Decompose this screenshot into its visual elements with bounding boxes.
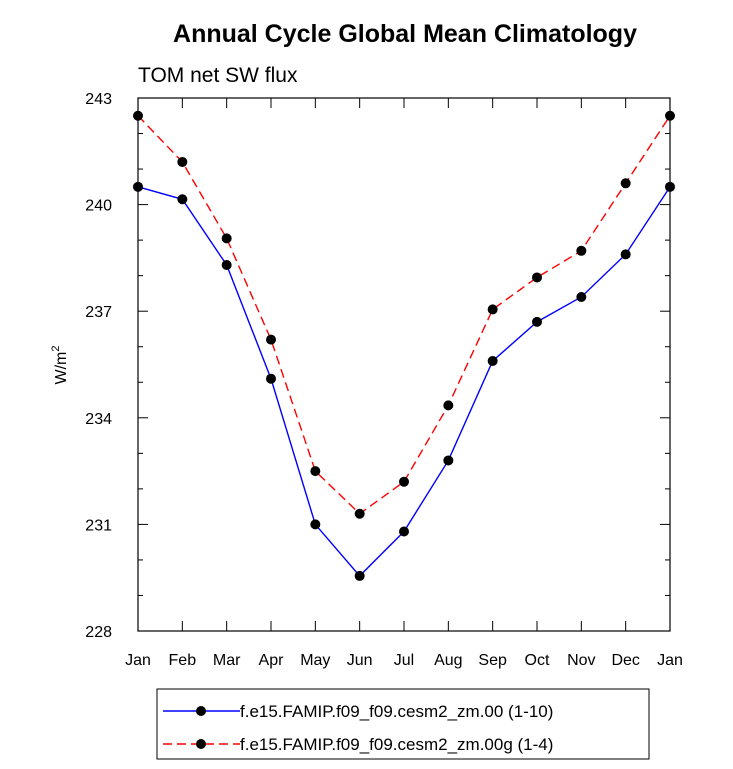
x-tick-label: Mar <box>213 652 241 669</box>
y-tick-label: 228 <box>85 624 112 641</box>
legend-label-1: f.e15.FAMIP.f09_f09.cesm2_zm.00 (1-10) <box>240 702 553 721</box>
data-point <box>133 181 143 192</box>
data-point <box>399 476 409 487</box>
data-point <box>310 466 321 477</box>
y-tick-label: 237 <box>85 304 112 321</box>
legend: f.e15.FAMIP.f09_f09.cesm2_zm.00 (1-10) f… <box>156 688 650 760</box>
data-point <box>576 291 587 302</box>
data-point <box>133 110 143 121</box>
x-tick-label: Aug <box>434 652 462 669</box>
y-tick-label: 234 <box>85 411 112 428</box>
x-tick-label: Jan <box>657 652 683 669</box>
data-point <box>177 156 188 167</box>
data-point <box>487 355 498 366</box>
x-tick-label: Feb <box>169 652 197 669</box>
svg-text:W/m2: W/m2 <box>50 346 70 385</box>
x-tick-label: Apr <box>259 652 285 669</box>
data-point <box>532 272 542 283</box>
y-tick-label: 243 <box>85 91 112 108</box>
chart-title: Annual Cycle Global Mean Climatology <box>173 20 637 48</box>
series-line-2 <box>137 115 671 515</box>
data-point <box>487 304 498 315</box>
data-point <box>620 249 631 260</box>
data-point <box>221 233 232 244</box>
legend-box <box>156 688 650 760</box>
data-point <box>266 373 276 384</box>
y-tick-label: 240 <box>85 198 112 215</box>
legend-label-2: f.e15.FAMIP.f09_f09.cesm2_zm.00g (1-4) <box>240 735 553 754</box>
data-point <box>443 455 454 466</box>
plot-frame <box>137 97 671 632</box>
data-point <box>266 334 276 345</box>
plot-area: Jan Feb Mar Apr May Jun Jul Aug Sep Oct Nov Dec Jan 2… <box>85 91 683 669</box>
x-tick-label: Jul <box>394 652 414 669</box>
data-point <box>532 316 542 327</box>
data-point <box>620 178 631 189</box>
data-point <box>177 194 188 205</box>
chart-subtitle: TOM net SW flux <box>138 64 298 87</box>
legend-marker-1 <box>196 706 206 716</box>
data-point <box>221 260 232 271</box>
y-axis-label: W/m2 <box>50 346 70 385</box>
x-tick-label: Jan <box>125 652 151 669</box>
x-tick-label: May <box>300 652 330 669</box>
y-axis-label-base: W/m <box>53 352 70 385</box>
data-point <box>665 181 675 192</box>
data-point <box>399 526 409 537</box>
x-tick-label: Sep <box>478 652 507 669</box>
data-point <box>354 508 365 519</box>
legend-marker-2 <box>196 739 206 749</box>
data-point <box>576 245 587 256</box>
x-tick-label: Dec <box>611 652 639 669</box>
data-point <box>443 400 454 411</box>
x-tick-label: Oct <box>525 652 550 669</box>
x-tick-label: Jun <box>347 652 373 669</box>
data-point <box>310 519 321 530</box>
y-axis-label-superscript: 2 <box>50 346 62 352</box>
data-point <box>354 570 365 581</box>
data-point <box>665 110 675 121</box>
series-line-1 <box>137 186 671 577</box>
y-tick-label: 231 <box>85 517 112 534</box>
x-tick-label: Nov <box>567 652 595 669</box>
